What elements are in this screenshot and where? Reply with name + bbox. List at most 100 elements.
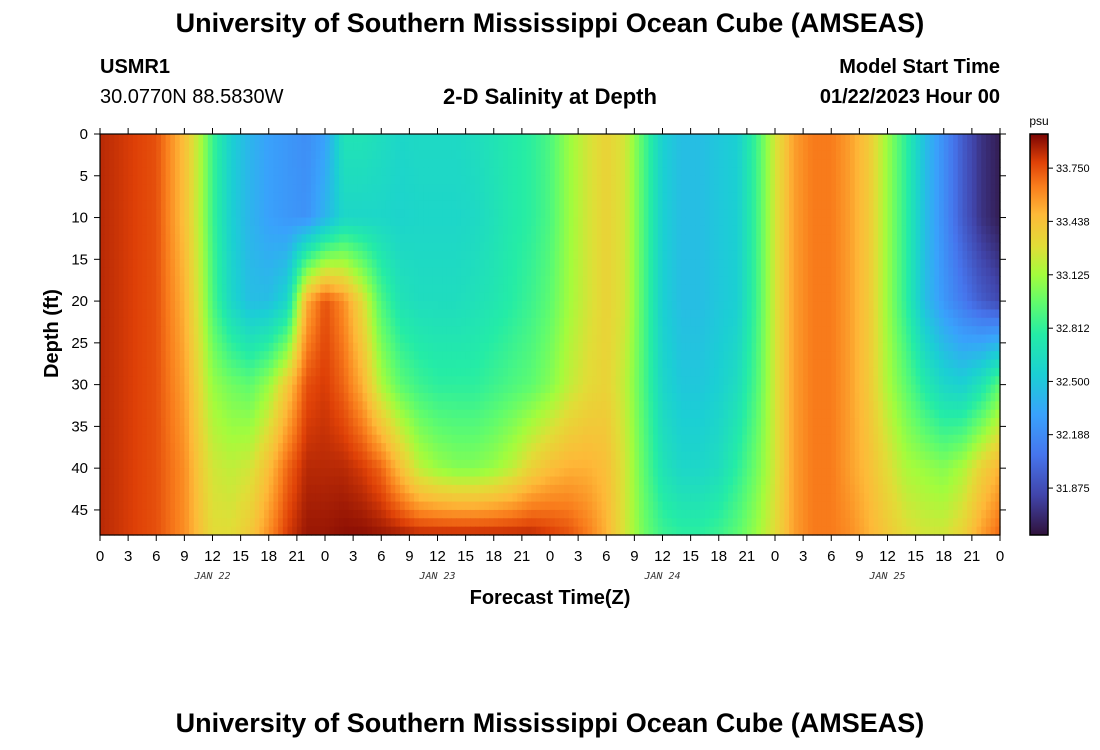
heatmap-cell [292, 192, 298, 202]
heatmap-cell [620, 317, 626, 327]
heatmap-cell [301, 267, 307, 277]
heatmap-cell [732, 276, 739, 285]
heatmap-cell [287, 284, 293, 294]
heatmap-cell [165, 259, 171, 269]
heatmap-cell [821, 142, 828, 152]
heatmap-cell [137, 200, 143, 210]
heatmap-cell [878, 284, 884, 294]
heatmap-cell [634, 267, 640, 277]
heatmap-cell [479, 334, 485, 344]
heatmap-cell [892, 217, 898, 227]
heatmap-cell [962, 184, 968, 194]
heatmap-cell [971, 250, 978, 260]
heatmap-cell [189, 192, 195, 202]
heatmap-cell [798, 175, 804, 185]
heatmap-cell [498, 301, 504, 311]
heatmap-cell [526, 284, 532, 294]
heatmap-cell [517, 134, 523, 143]
heatmap-cell [723, 225, 729, 235]
heatmap-cell [676, 301, 682, 311]
heatmap-cell [573, 309, 579, 319]
heatmap-cell [685, 200, 692, 210]
heatmap-cell [812, 284, 818, 294]
heatmap-cell [301, 209, 307, 219]
heatmap-cell [615, 234, 621, 244]
heatmap-cell [545, 217, 551, 227]
heatmap-cell [376, 259, 382, 269]
heatmap-cell [910, 192, 917, 202]
heatmap-cell [606, 317, 612, 327]
heatmap-cell [564, 225, 570, 235]
heatmap-cell [685, 175, 692, 185]
heatmap-cell [667, 217, 673, 227]
heatmap-cell [460, 301, 467, 311]
heatmap-cell [896, 242, 903, 252]
heatmap-cell [859, 150, 865, 160]
heatmap-cell [245, 250, 251, 260]
heatmap-cell [596, 192, 603, 202]
heatmap-cell [334, 309, 340, 319]
heatmap-cell [400, 259, 406, 269]
heatmap-cell [615, 292, 621, 302]
heatmap-cell [217, 200, 223, 210]
heatmap-cell [732, 342, 739, 352]
heatmap-cell [385, 150, 392, 160]
heatmap-cell [803, 175, 809, 185]
heatmap-cell [339, 342, 345, 352]
heatmap-cell [934, 309, 940, 319]
heatmap-cell [395, 259, 401, 269]
heatmap-cell [423, 175, 429, 185]
heatmap-cell [582, 225, 589, 235]
heatmap-cell [990, 292, 996, 302]
heatmap-cell [395, 242, 401, 252]
heatmap-cell [939, 326, 945, 336]
heatmap-cell [578, 342, 584, 352]
heatmap-cell [343, 234, 350, 244]
heatmap-cell [760, 267, 767, 277]
heatmap-cell [554, 234, 560, 244]
heatmap-cell [985, 317, 992, 327]
heatmap-cell [784, 159, 790, 169]
heatmap-cell [414, 276, 420, 285]
heatmap-cell [268, 159, 275, 169]
heatmap-cell [971, 217, 978, 227]
heatmap-cell [826, 234, 832, 244]
heatmap-cell [625, 242, 631, 252]
heatmap-cell [526, 301, 532, 311]
heatmap-cell [320, 250, 326, 260]
heatmap-cell [582, 192, 589, 202]
heatmap-cell [409, 175, 415, 185]
heatmap-cell [667, 326, 673, 336]
heatmap-cell [226, 217, 232, 227]
heatmap-cell [896, 192, 903, 202]
heatmap-cell [779, 192, 785, 202]
heatmap-cell [685, 150, 692, 160]
heatmap-cell [582, 284, 589, 294]
heatmap-cell [310, 200, 317, 210]
heatmap-cell [189, 175, 195, 185]
heatmap-cell [540, 317, 546, 327]
heatmap-cell [953, 250, 959, 260]
heatmap-cell [681, 209, 687, 219]
heatmap-cell [939, 209, 945, 219]
heatmap-cell [714, 234, 720, 244]
heatmap-cell [390, 259, 396, 269]
heatmap-cell [268, 309, 275, 319]
heatmap-cell [662, 225, 668, 235]
heatmap-cell [807, 259, 814, 269]
heatmap-cell [667, 192, 673, 202]
heatmap-cell [287, 134, 293, 143]
heatmap-cell [887, 159, 893, 169]
heatmap-cell [278, 225, 284, 235]
heatmap-cell [376, 175, 382, 185]
heatmap-cell [798, 334, 804, 344]
heatmap-cell [873, 292, 879, 302]
heatmap-cell [629, 276, 635, 285]
heatmap-cell [995, 342, 1001, 352]
heatmap-cell [700, 334, 706, 344]
heatmap-cell [385, 209, 392, 219]
heatmap-cell [479, 192, 485, 202]
heatmap-cell [404, 142, 410, 152]
heatmap-cell [493, 342, 500, 352]
heatmap-cell [353, 159, 359, 169]
